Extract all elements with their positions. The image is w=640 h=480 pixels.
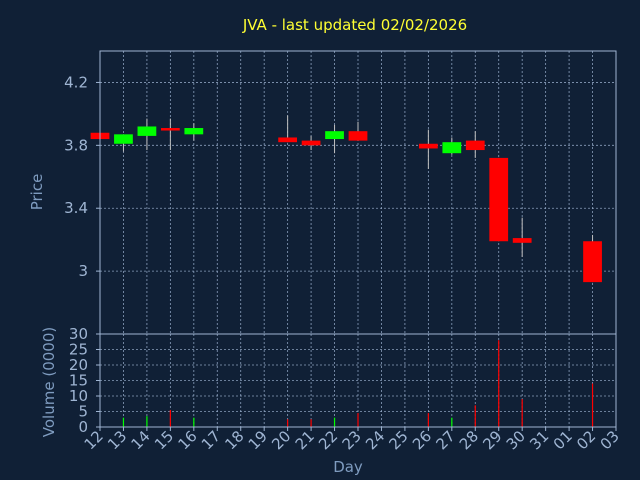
day-tick-label: 21 <box>292 427 318 453</box>
volume-frame <box>99 333 617 428</box>
day-tick-label: 15 <box>151 427 177 453</box>
day-tick-label: 19 <box>245 427 271 453</box>
chart-title: JVA - last updated 02/02/2026 <box>242 16 467 34</box>
price-tick-label: 3 <box>78 262 88 280</box>
candle-body <box>418 143 438 149</box>
price-panel: 3 3.4 3.8 4.2 <box>64 50 617 335</box>
volume-bar <box>193 417 195 427</box>
day-tick-label: 28 <box>456 427 482 453</box>
volume-tick-label: 5 <box>78 403 88 421</box>
day-tick-label: 27 <box>432 427 458 453</box>
day-tick-label: 29 <box>479 427 505 453</box>
candle-body <box>114 134 133 144</box>
candle-body <box>184 128 204 135</box>
volume-bar <box>333 417 336 427</box>
candle-body <box>442 142 462 154</box>
day-tick-label: 31 <box>526 427 552 453</box>
day-tick-label: 18 <box>221 427 247 453</box>
day-tick-label: 24 <box>362 427 388 453</box>
volume-tick-label: 10 <box>69 387 88 405</box>
day-tick-label: 20 <box>268 427 294 453</box>
candle-body <box>301 140 321 146</box>
volume-tick-label: 30 <box>69 325 88 343</box>
volume-bar <box>310 419 312 427</box>
day-tick-label: 30 <box>503 427 529 453</box>
day-tick-label: 14 <box>128 427 154 453</box>
price-tick-label: 4.2 <box>64 73 88 91</box>
volume-bar <box>169 409 171 427</box>
volume-tick-label: 20 <box>69 356 88 374</box>
day-tick-label: 16 <box>174 427 200 453</box>
candle-body <box>583 241 602 283</box>
candle-body <box>465 140 485 151</box>
volume-panel: 0510152025301213141516171819202122232425… <box>69 325 623 453</box>
volume-tick-label: 25 <box>69 341 88 359</box>
price-tick-label: 3.4 <box>64 199 88 217</box>
day-tick-label: 13 <box>104 427 130 453</box>
volume-bar <box>357 413 359 427</box>
day-tick-label: 26 <box>409 427 435 453</box>
volume-bar <box>451 417 453 427</box>
candle-body <box>489 157 509 242</box>
volume-bar <box>521 399 523 427</box>
volume-bar <box>498 340 500 427</box>
candle-body <box>160 128 180 131</box>
price-tick-label: 3.8 <box>64 136 88 154</box>
volume-bar <box>287 419 289 427</box>
day-tick-label: 22 <box>315 427 341 453</box>
candle-body <box>348 131 368 141</box>
day-tick-label: 01 <box>550 427 576 453</box>
volume-bar <box>474 405 476 427</box>
day-tick-label: 03 <box>597 427 623 453</box>
candle-body <box>137 126 157 136</box>
volume-bar <box>591 383 594 427</box>
volume-axis-label: Volume (0000) <box>40 327 58 437</box>
candle-body <box>278 137 298 143</box>
day-tick-label: 02 <box>573 427 599 453</box>
volume-bar <box>146 416 148 427</box>
volume-bar <box>122 417 125 427</box>
day-tick-label: 17 <box>198 427 224 453</box>
price-axis-label: Price <box>28 174 46 211</box>
volume-tick-label: 15 <box>69 372 88 390</box>
candle-body <box>325 131 344 140</box>
day-tick-label: 23 <box>339 427 365 453</box>
day-axis-label: Day <box>333 458 363 476</box>
volume-bar <box>427 413 429 427</box>
candle-body <box>512 238 532 243</box>
volume-tick-label: 0 <box>78 418 88 436</box>
day-tick-label: 25 <box>386 427 412 453</box>
